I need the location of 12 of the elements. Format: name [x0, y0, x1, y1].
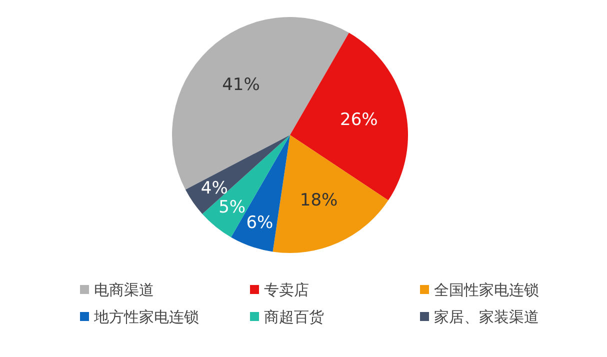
legend-label: 地方性家电连锁	[93, 308, 199, 326]
data-label: 5%	[218, 198, 246, 218]
legend-label: 专卖店	[264, 281, 309, 299]
data-label: 41%	[222, 74, 260, 95]
legend-label: 全国性家电连锁	[434, 281, 539, 299]
legend-label: 商超百货	[264, 308, 324, 326]
data-label: 4%	[200, 178, 228, 199]
legend-label: 家居、家装渠道	[434, 308, 539, 326]
data-label: 18%	[300, 190, 338, 211]
legend-label: 电商渠道	[94, 281, 154, 299]
data-label: 26%	[340, 110, 378, 130]
data-label: 6%	[246, 212, 274, 233]
